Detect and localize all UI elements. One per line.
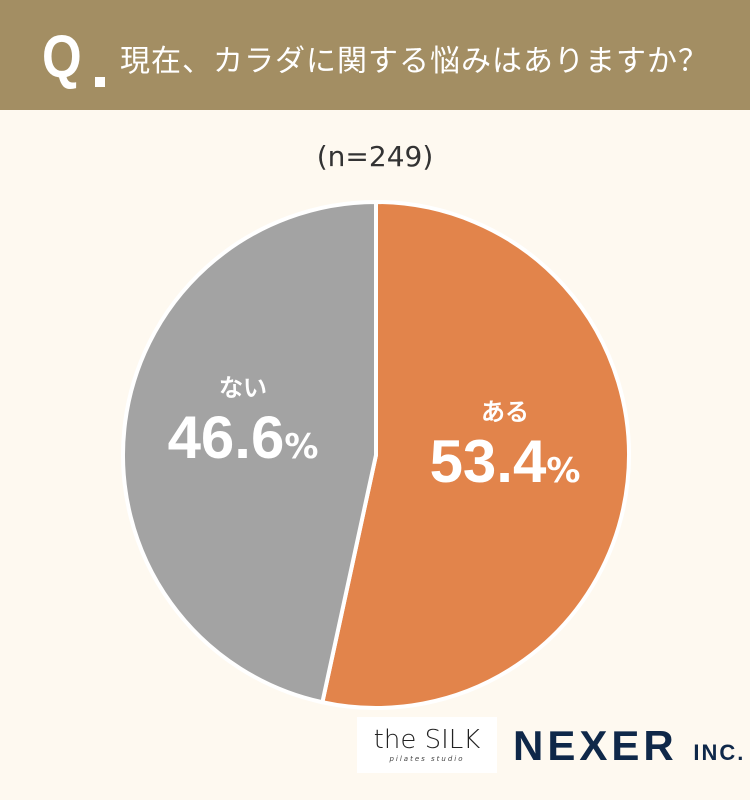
the-silk-logo: the SILK pilates studio: [357, 717, 497, 773]
silk-logo-sub: pilates studio: [389, 755, 465, 763]
category-label: ある: [481, 398, 529, 426]
nexer-inc-text: INC.: [693, 740, 746, 765]
header-banner: Q 現在、カラダに関する悩みはありますか？: [0, 0, 750, 110]
nexer-logo-text: NEXER: [513, 722, 678, 769]
q-dot: [95, 77, 105, 87]
sample-size: (n=249): [316, 140, 434, 173]
category-label: ない: [219, 374, 267, 402]
silk-logo-text: the SILK: [373, 725, 481, 755]
value-label: 46.6: [167, 404, 285, 471]
value-label: 53.4: [429, 428, 547, 495]
q-mark: Q: [42, 23, 82, 90]
percent-sign: %: [284, 427, 319, 467]
nexer-logo: NEXER INC.: [513, 722, 745, 770]
slice-label-nai: ない 46.6%: [138, 368, 348, 472]
percent-sign: %: [546, 451, 581, 491]
pie-slice-1: [121, 199, 378, 705]
slice-label-aru: ある 53.4%: [400, 392, 610, 496]
pie-slice-0: [319, 199, 631, 710]
question-title: 現在、カラダに関する悩みはありますか？: [120, 44, 709, 79]
